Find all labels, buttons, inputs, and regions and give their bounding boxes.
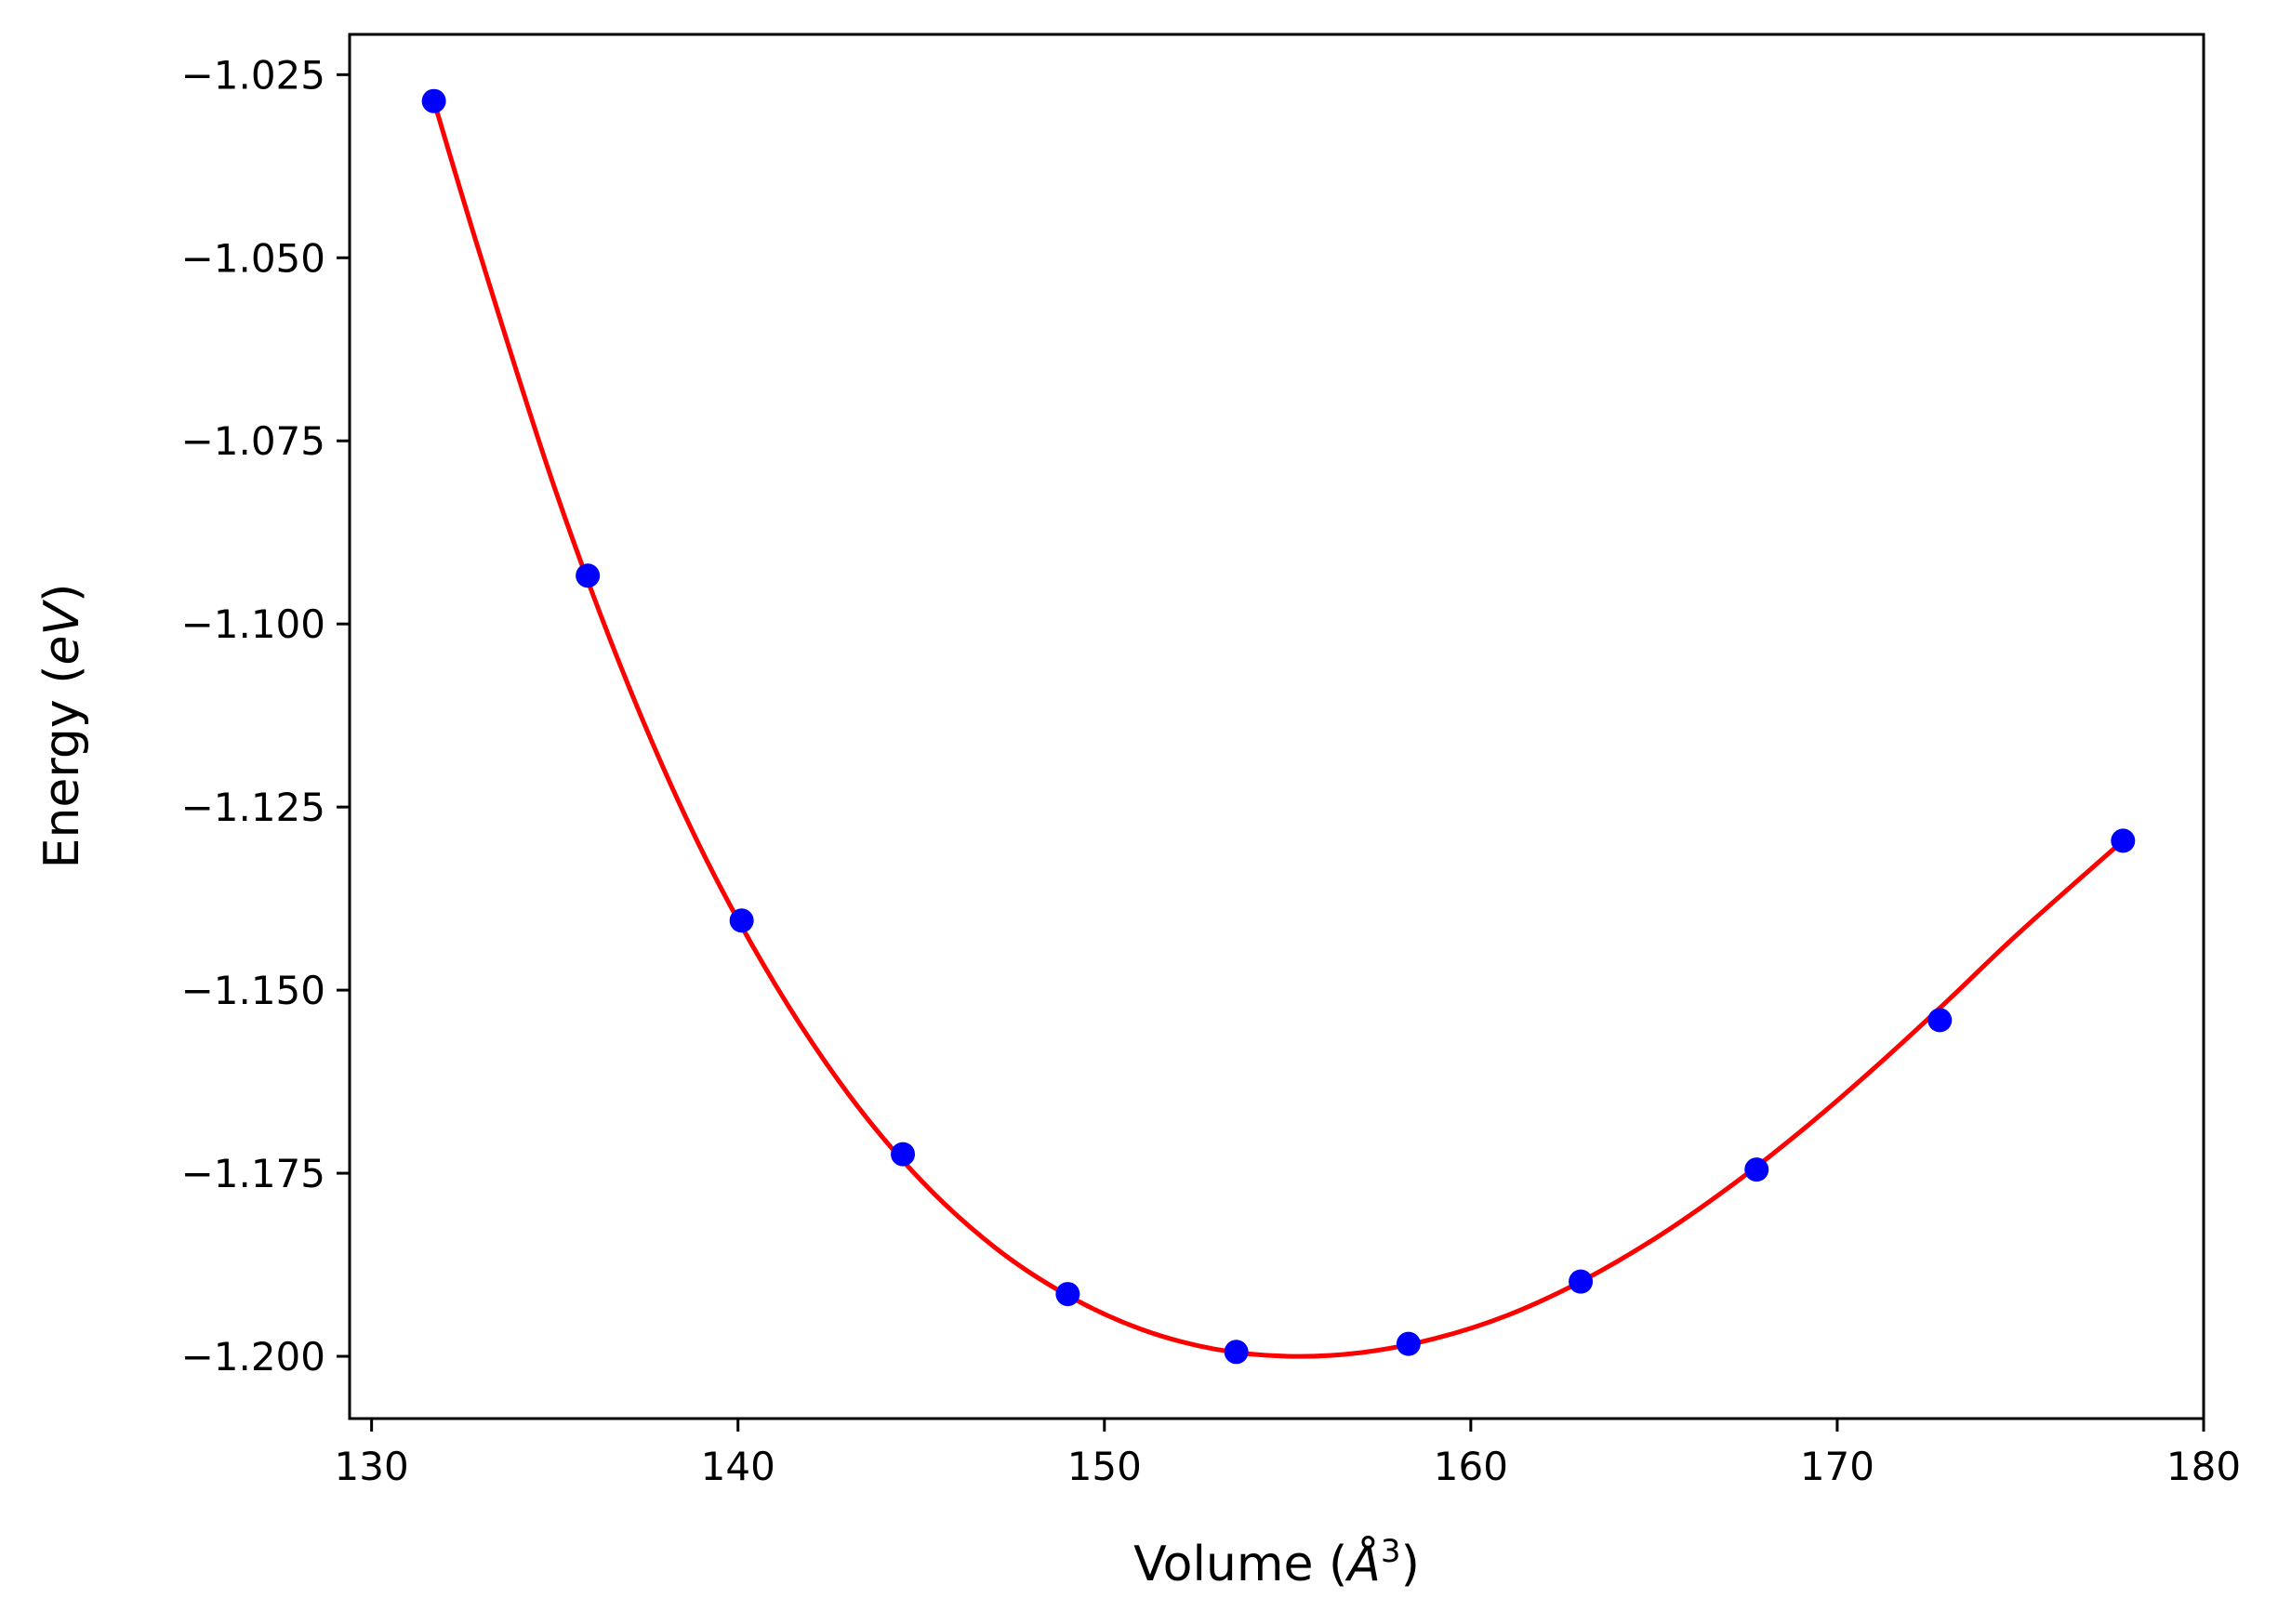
y-tick-label: −1.025	[181, 52, 325, 98]
y-tick-label: −1.075	[181, 418, 325, 464]
y-tick-label: −1.200	[181, 1334, 325, 1380]
data-point	[1744, 1157, 1769, 1182]
data-point	[891, 1142, 916, 1167]
y-tick-label: −1.175	[181, 1151, 325, 1196]
x-axis-ticks: 130 140 150 160 170 180	[335, 1419, 2241, 1489]
data-point	[576, 563, 601, 588]
data-point	[1224, 1340, 1249, 1365]
x-tick-label: 130	[335, 1444, 409, 1489]
x-axis-label: Volume (Å3)	[1133, 1533, 1420, 1592]
data-point	[421, 88, 446, 113]
plot-area	[421, 88, 2136, 1365]
data-point	[1396, 1331, 1421, 1356]
x-tick-label: 150	[1067, 1444, 1142, 1489]
x-tick-label: 160	[1434, 1444, 1508, 1489]
y-axis-label: Energy (eV)	[34, 584, 90, 869]
x-tick-label: 170	[1800, 1444, 1874, 1489]
axes-frame	[348, 33, 2205, 1420]
data-point	[1055, 1282, 1080, 1307]
data-point	[1927, 1008, 1953, 1033]
data-point	[1569, 1269, 1594, 1294]
y-tick-label: −1.150	[181, 968, 325, 1013]
y-tick-label: −1.050	[181, 235, 325, 281]
fit-curve-line	[431, 99, 2125, 1359]
x-tick-label: 140	[701, 1444, 775, 1489]
data-point	[729, 908, 754, 933]
data-point	[2111, 828, 2136, 853]
y-tick-label: −1.100	[181, 601, 325, 647]
x-tick-label: 180	[2166, 1444, 2241, 1489]
y-tick-label: −1.125	[181, 785, 325, 830]
y-axis-ticks: −1.200 −1.175 −1.150 −1.125 −1.100 −1.075 −1.0…	[181, 52, 350, 1380]
